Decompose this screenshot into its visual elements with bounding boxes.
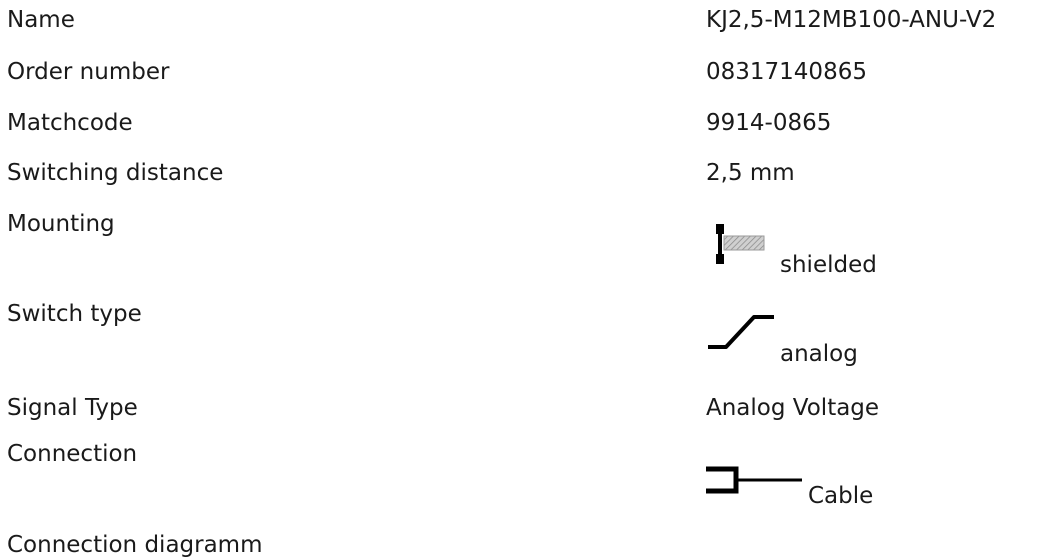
order-number-value: 08317140865	[706, 59, 867, 85]
mounting-value: shielded	[780, 252, 877, 278]
connection-label: Connection	[7, 441, 138, 467]
analog-switch-icon	[708, 315, 774, 349]
matchcode-label: Matchcode	[7, 110, 133, 136]
switch-type-value: analog	[780, 341, 858, 367]
signal-type-label: Signal Type	[7, 395, 138, 421]
name-value: KJ2,5-M12MB100-ANU-V2	[706, 7, 997, 33]
name-label: Name	[7, 7, 75, 33]
cable-connection-icon	[706, 466, 802, 494]
order-number-label: Order number	[7, 59, 170, 85]
mounting-label: Mounting	[7, 211, 115, 237]
connection-diagram-label: Connection diagramm	[7, 532, 263, 558]
shielded-mounting-icon	[716, 224, 765, 264]
connection-value: Cable	[808, 483, 874, 509]
signal-type-value: Analog Voltage	[706, 395, 880, 421]
switching-distance-label: Switching distance	[7, 160, 224, 186]
switch-type-label: Switch type	[7, 301, 142, 327]
matchcode-value: 9914-0865	[706, 110, 832, 136]
switching-distance-value: 2,5 mm	[706, 160, 795, 186]
